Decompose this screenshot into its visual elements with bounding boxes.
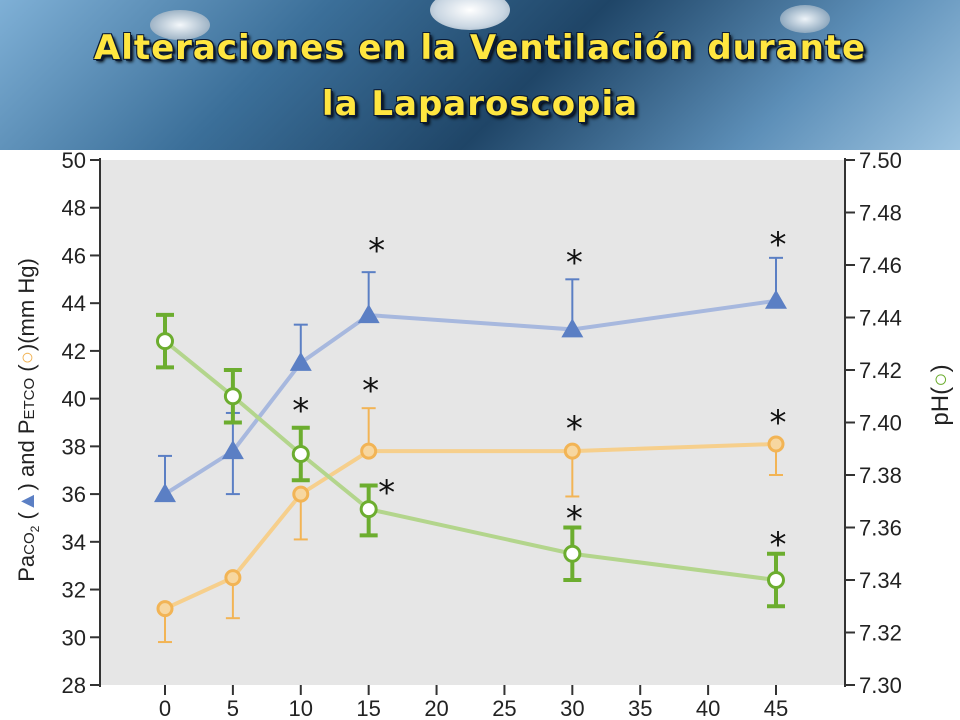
series-line xyxy=(163,298,777,496)
right-axis-tick-label: 7.36 xyxy=(859,516,902,541)
left-axis-label-part: ETCO xyxy=(21,378,38,420)
left-axis-label-part: Pa xyxy=(14,554,39,582)
data-point-circle xyxy=(223,387,242,406)
right-axis-tick-label: 7.44 xyxy=(859,306,902,331)
left-axis-tick-label: 28 xyxy=(62,673,86,698)
significance-marker: * xyxy=(362,371,379,411)
data-point-triangle xyxy=(765,289,787,309)
significance-marker: * xyxy=(770,403,787,443)
significance-marker: * xyxy=(566,243,583,283)
left-axis-tick-label: 38 xyxy=(62,434,86,459)
x-axis-tick-label: 10 xyxy=(289,696,313,720)
data-point-circle xyxy=(563,544,582,563)
x-axis-tick-label: 45 xyxy=(764,696,788,720)
data-point-circle xyxy=(224,569,242,587)
surgical-lamp-icon xyxy=(150,10,210,40)
data-point-triangle xyxy=(357,304,380,324)
data-point-triangle xyxy=(561,318,584,338)
right-axis-tick-label: 7.38 xyxy=(859,463,902,488)
x-axis-tick-label: 15 xyxy=(356,696,380,720)
left-axis-tick-label: 30 xyxy=(62,625,86,650)
surgical-lamp-icon xyxy=(780,5,830,33)
left-axis-label-part: )(mm Hg) xyxy=(14,258,39,351)
left-axis-label-part: ○ xyxy=(14,351,39,364)
left-axis-tick-label: 44 xyxy=(62,291,86,316)
left-axis-label: PaCO2 (▲) and PETCO (○)(mm Hg) xyxy=(14,258,42,582)
right-axis-tick-label: 7.32 xyxy=(859,621,902,646)
right-axis-label: pH(○) xyxy=(927,364,954,425)
significance-marker: * xyxy=(566,409,583,449)
data-point-circle xyxy=(292,485,310,503)
significance-marker: * xyxy=(770,525,787,565)
right-axis-label-part: pH( xyxy=(927,387,954,426)
left-axis-label-part: CO xyxy=(21,532,38,555)
right-axis-label-part: ) xyxy=(927,364,954,372)
x-axis-tick-label: 35 xyxy=(628,696,652,720)
left-axis-tick-label: 36 xyxy=(62,482,86,507)
right-axis-tick-label: 7.40 xyxy=(859,411,902,436)
plot-area xyxy=(100,160,845,685)
series-line xyxy=(163,339,777,582)
significance-marker: * xyxy=(566,499,583,539)
data-point-circle xyxy=(767,571,785,589)
slide-title-line2: la Laparoscopia xyxy=(321,84,639,124)
x-axis-tick-label: 20 xyxy=(424,696,448,720)
slide-title-line1: Alteraciones en la Ventilación durante xyxy=(93,28,867,68)
right-axis-tick-label: 7.34 xyxy=(859,568,902,593)
left-axis-tick-label: 50 xyxy=(62,148,86,173)
data-point-triangle xyxy=(221,440,244,460)
right-axis-label-part: ○ xyxy=(927,372,954,387)
left-axis-label-part: ( xyxy=(14,512,39,526)
data-point-circle xyxy=(360,442,378,460)
title-banner: Alteraciones en la Ventilación durante l… xyxy=(0,0,960,150)
right-axis-tick-label: 7.30 xyxy=(859,673,902,698)
left-axis-tick-label: 32 xyxy=(62,578,86,603)
data-point-circle xyxy=(767,435,785,453)
data-point-circle xyxy=(156,332,174,351)
series-line xyxy=(164,441,777,611)
significance-marker: * xyxy=(292,391,309,431)
data-point-circle xyxy=(359,500,378,519)
x-axis-tick-label: 25 xyxy=(492,696,516,720)
right-axis-tick-label: 7.50 xyxy=(859,148,902,173)
data-point-circle xyxy=(563,442,581,460)
left-axis-label-part: ) and P xyxy=(14,420,39,491)
right-axis-tick-label: 7.48 xyxy=(859,201,902,226)
x-axis-tick-label: 0 xyxy=(159,696,171,720)
x-axis-tick-label: 30 xyxy=(560,696,584,720)
left-axis-tick-label: 40 xyxy=(62,387,86,412)
left-axis-label-part: ▲ xyxy=(14,490,39,512)
left-axis-tick-label: 34 xyxy=(62,530,86,555)
data-point-triangle xyxy=(289,351,312,371)
significance-marker: * xyxy=(378,473,395,513)
left-axis-tick-label: 42 xyxy=(62,339,86,364)
significance-marker: * xyxy=(368,231,385,271)
x-axis-tick-label: 5 xyxy=(227,696,239,720)
significance-marker: * xyxy=(770,225,787,265)
right-axis-tick-label: 7.46 xyxy=(859,253,902,278)
right-axis-tick-label: 7.42 xyxy=(859,358,902,383)
x-axis-tick-label: 40 xyxy=(696,696,720,720)
left-axis-tick-label: 46 xyxy=(62,243,86,268)
left-axis-tick-label: 48 xyxy=(62,196,86,221)
data-point-circle xyxy=(156,600,174,618)
data-point-circle xyxy=(291,445,310,463)
data-point-triangle xyxy=(154,483,176,503)
left-axis-label-part: 2 xyxy=(28,525,42,532)
left-axis-label-part: ( xyxy=(14,364,39,378)
